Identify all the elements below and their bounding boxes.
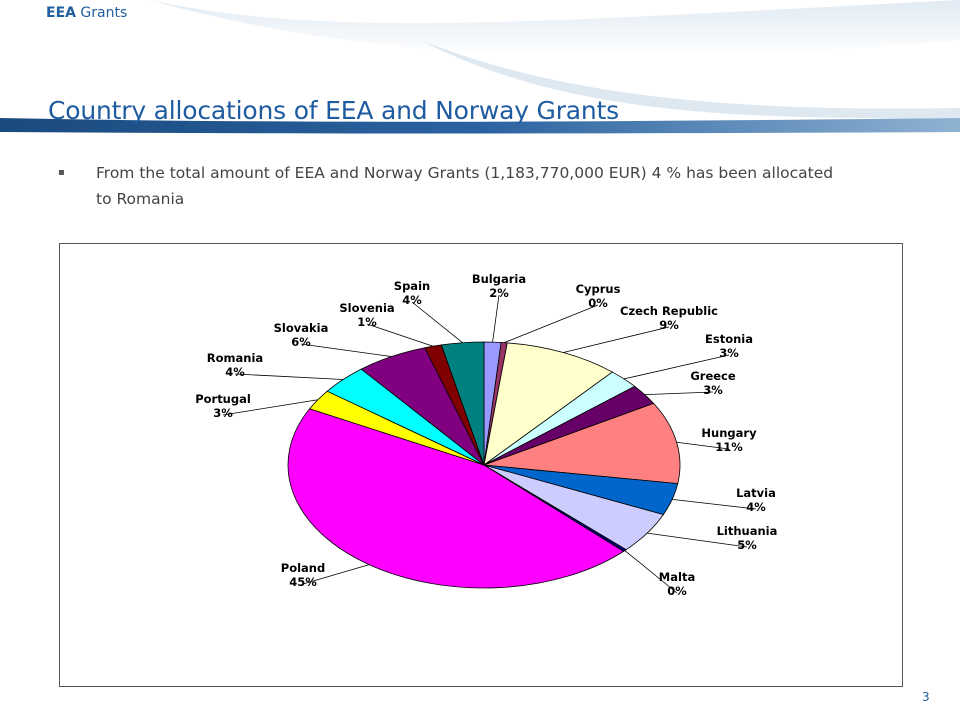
bullet-marker: ▪ <box>58 167 65 178</box>
slice-label-spain: Spain 4% <box>394 279 430 307</box>
leader-line-estonia <box>623 354 730 380</box>
leader-line-cyprus <box>504 304 599 344</box>
slice-label-slovenia: Slovenia 1% <box>339 301 394 329</box>
leader-line-spain <box>411 301 463 344</box>
leader-line-poland <box>302 564 370 585</box>
header-wave-band <box>0 0 960 134</box>
bullet-text: From the total amount of EEA and Norway … <box>96 164 834 208</box>
leader-line-slovenia <box>366 323 434 347</box>
leader-line-bulgaria <box>492 294 500 343</box>
slice-label-cyprus: Cyprus 0% <box>576 282 621 310</box>
leader-line-lithuania <box>647 532 748 548</box>
slice-label-slovakia: Slovakia 6% <box>274 321 329 349</box>
slice-label-bulgaria: Bulgaria 2% <box>472 272 526 300</box>
slice-label-czech-republic: Czech Republic 9% <box>620 304 718 332</box>
slice-label-estonia: Estonia 3% <box>705 332 753 360</box>
slide-number: 3 <box>922 690 930 704</box>
leader-line-hungary <box>676 441 730 450</box>
leader-line-portugal <box>222 399 318 416</box>
slice-label-lithuania: Lithuania 5% <box>717 524 778 552</box>
slice-label-malta: Malta 0% <box>659 570 695 598</box>
slice-label-romania: Romania 4% <box>207 351 263 379</box>
brand-logo-text: EEA Grants <box>46 5 127 21</box>
slice-label-portugal: Portugal 3% <box>195 392 251 420</box>
pie-slice-czech-republic <box>483 342 614 466</box>
slice-label-greece: Greece 3% <box>690 369 736 397</box>
leader-line-romania <box>234 373 344 380</box>
leader-line-czech-republic <box>563 326 670 353</box>
pie-slice-hungary <box>483 402 681 485</box>
brand-bold: EEA <box>46 5 76 21</box>
leader-line-malta <box>624 550 678 594</box>
bullet-point: ▪ From the total amount of EEA and Norwa… <box>58 160 848 212</box>
slice-label-hungary: Hungary 11% <box>701 426 757 454</box>
leader-line-latvia <box>672 499 757 510</box>
leader-line-greece <box>644 391 714 396</box>
pie-chart: Bulgaria 2% Cyprus 0%Czech Republic 9%Estoni… <box>195 272 778 598</box>
page-title: Country allocations of EEA and Norway Gr… <box>48 96 619 125</box>
slice-label-poland: Poland 45% <box>281 561 325 589</box>
brand-rest: Grants <box>75 5 128 21</box>
pie-slice-poland <box>287 408 625 589</box>
leader-line-slovakia <box>300 343 392 357</box>
slice-label-latvia: Latvia 4% <box>736 486 776 514</box>
